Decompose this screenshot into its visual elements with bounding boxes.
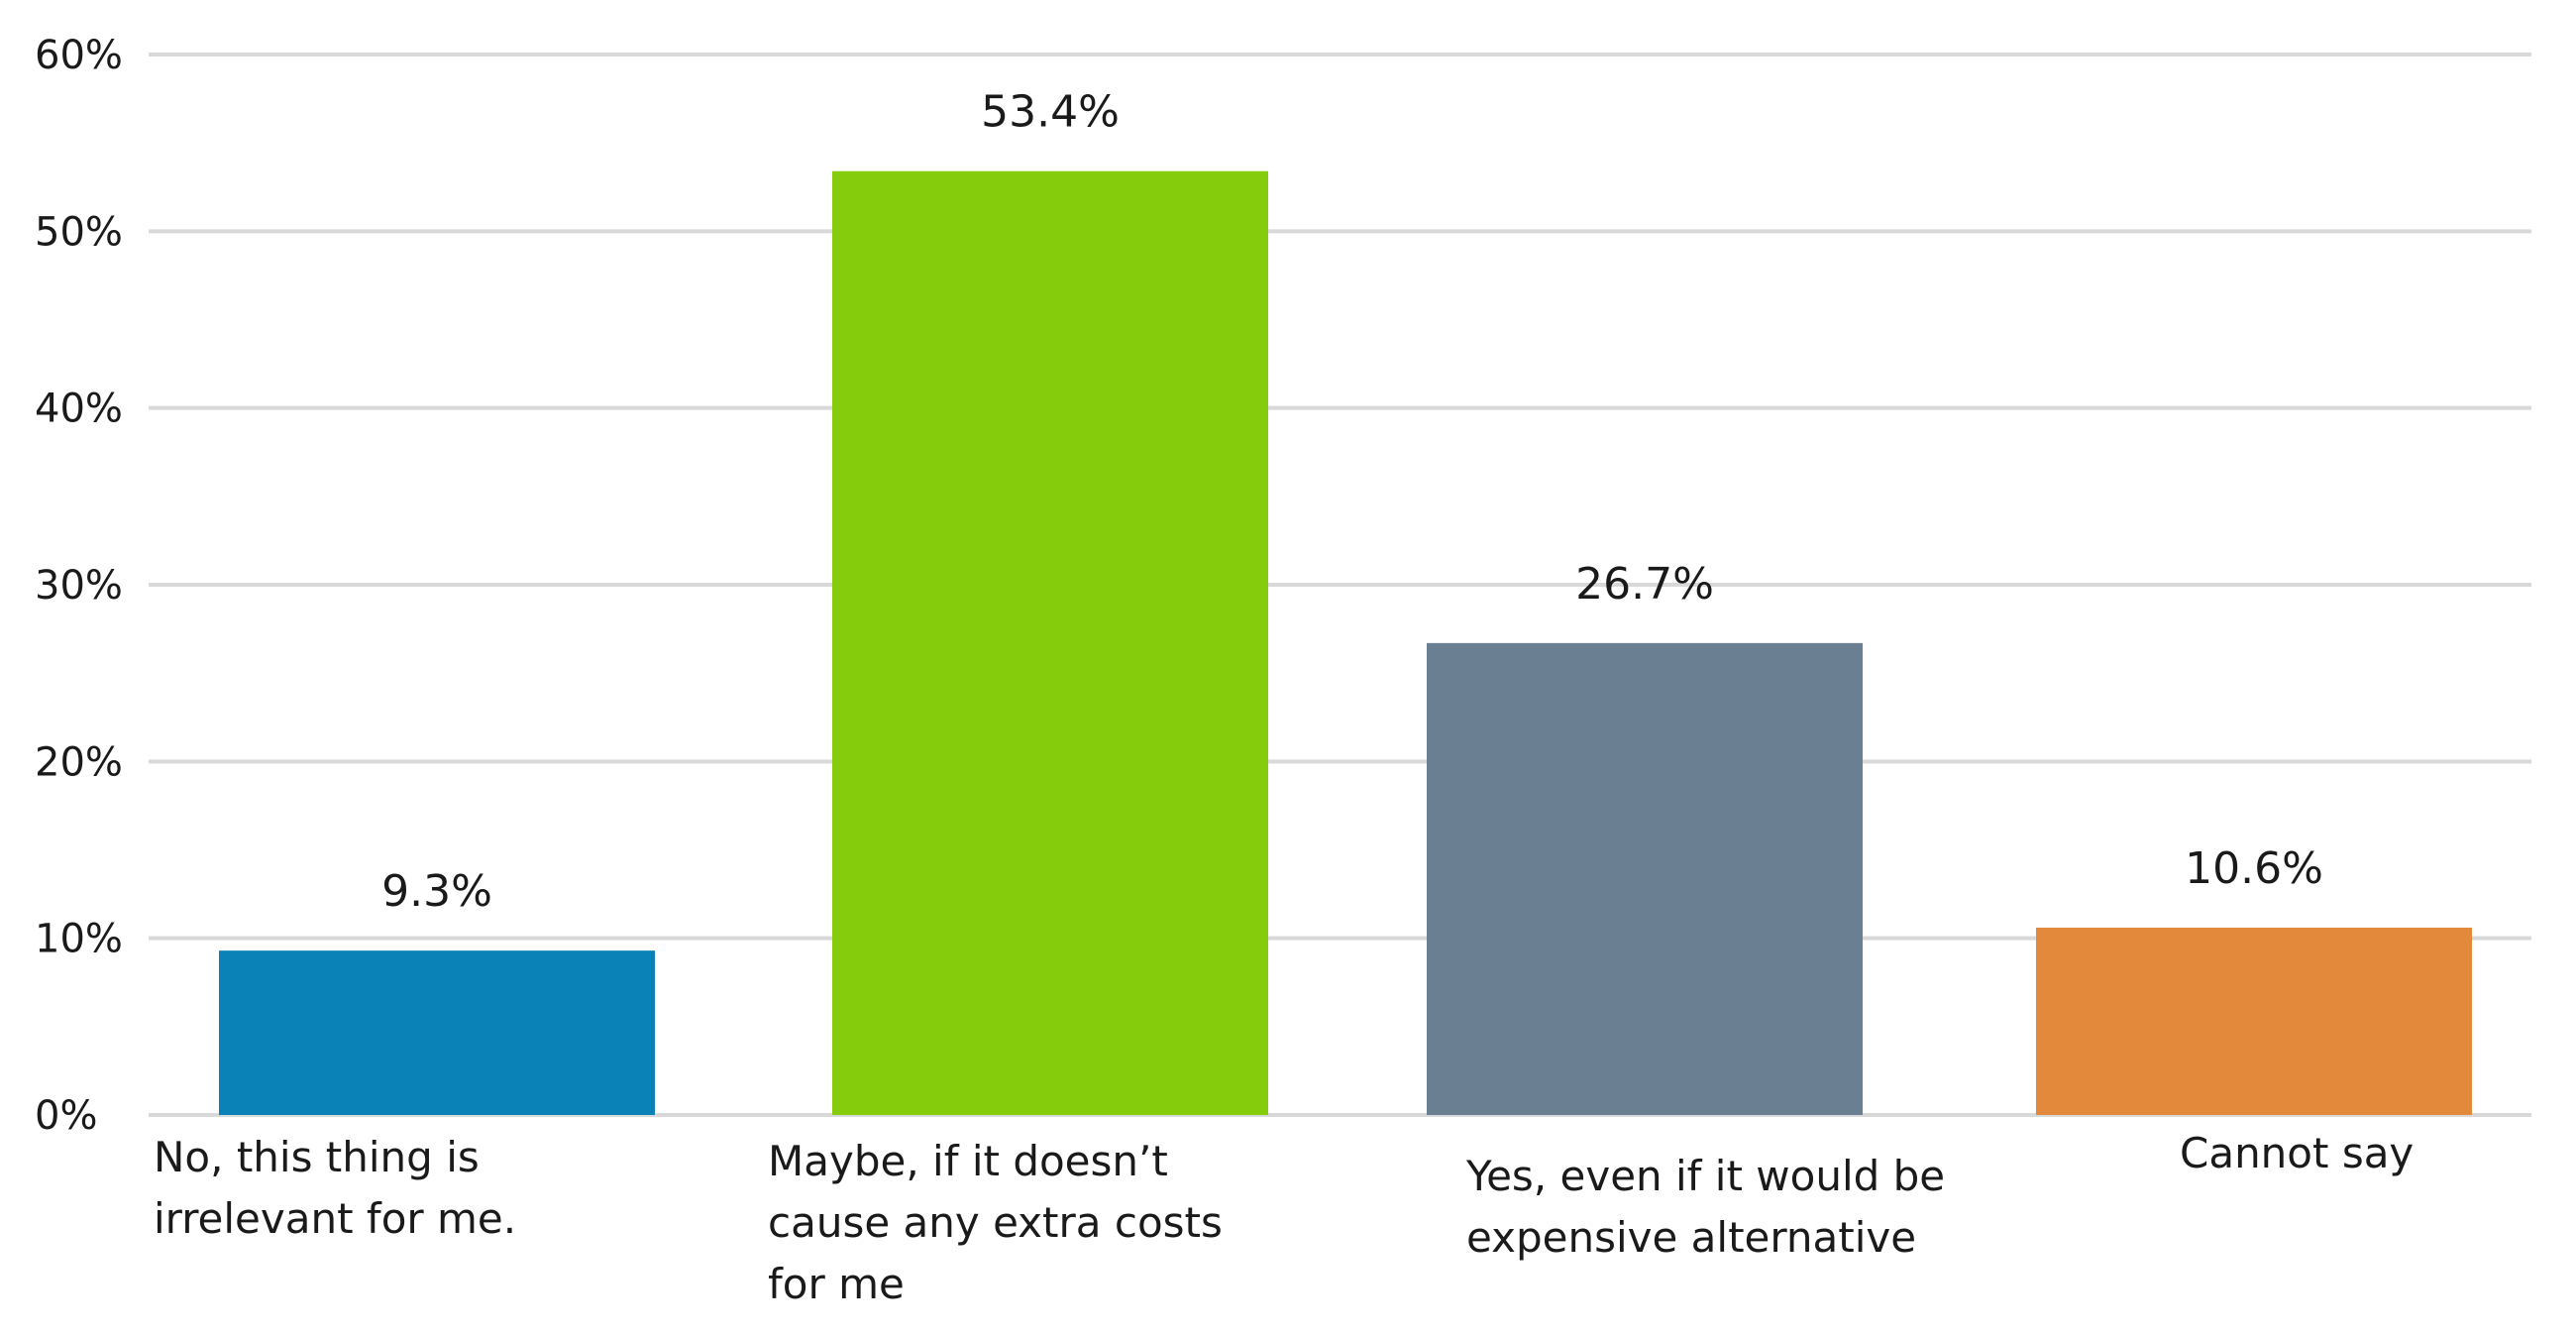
x-category-label-line: Yes, even if it would be xyxy=(1465,1152,1945,1200)
y-tick-label: 20% xyxy=(35,739,123,785)
x-category-label-line: irrelevant for me. xyxy=(154,1194,516,1243)
x-category-label-line: No, this thing is xyxy=(154,1133,480,1181)
x-category-label-line: expensive alternative xyxy=(1466,1213,1916,1262)
bar-value-label: 10.6% xyxy=(2185,843,2323,894)
y-axis-tick-labels: 0% 10% 20% 30% 40% 50% 60% xyxy=(35,33,123,1139)
bar xyxy=(219,950,655,1115)
x-category-label: No, this thing is irrelevant for me. xyxy=(154,1133,516,1243)
bar xyxy=(832,170,1268,1115)
y-tick-label: 0% xyxy=(35,1093,97,1139)
x-category-label: Yes, even if it would be expensive altern… xyxy=(1465,1152,1945,1262)
y-tick-label: 50% xyxy=(35,209,123,255)
bars xyxy=(219,170,2472,1115)
gridlines xyxy=(149,53,2531,1117)
bar-value-label: 9.3% xyxy=(381,866,492,917)
x-category-label-line: cause any extra costs xyxy=(768,1198,1223,1247)
x-category-label-line: Maybe, if it doesn’t xyxy=(768,1137,1168,1185)
bar xyxy=(1427,642,1863,1115)
y-tick-label: 10% xyxy=(35,917,123,962)
bar xyxy=(2036,927,2472,1115)
x-category-label-line: Cannot say xyxy=(2180,1129,2414,1177)
y-tick-label: 40% xyxy=(35,387,123,432)
x-category-label: Maybe, if it doesn’t cause any extra cost… xyxy=(768,1137,1223,1308)
y-tick-label: 60% xyxy=(35,33,123,78)
x-category-label: Cannot say xyxy=(2180,1129,2414,1177)
bar-value-label: 53.4% xyxy=(981,87,1120,138)
value-labels: 9.3% 53.4% 26.7% 10.6% xyxy=(381,87,2323,917)
x-category-label-line: for me xyxy=(768,1260,905,1308)
y-tick-label: 30% xyxy=(35,563,123,609)
x-axis-category-labels: No, this thing is irrelevant for me. Maybe… xyxy=(154,1129,2414,1308)
bar-value-label: 26.7% xyxy=(1575,559,1714,610)
